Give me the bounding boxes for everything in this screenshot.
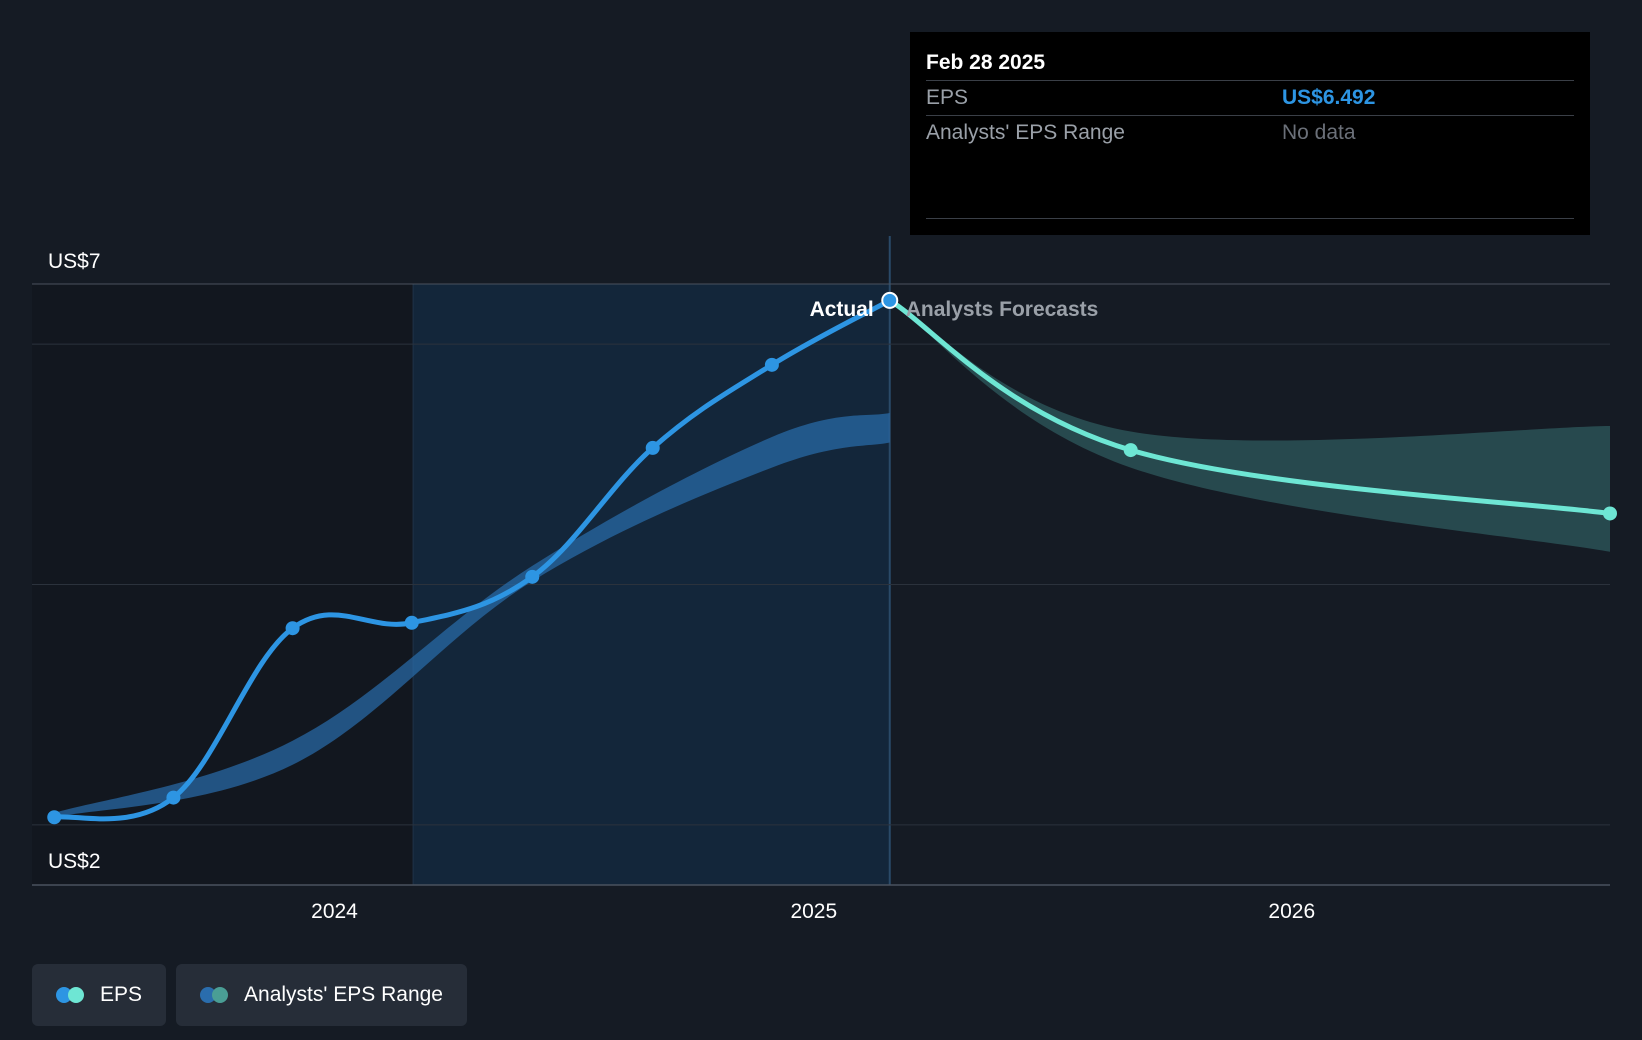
x-tick-label: 2026 — [1268, 900, 1315, 923]
tooltip-range-value: No data — [1282, 121, 1356, 144]
actual-eps-point — [404, 615, 419, 630]
hover-tooltip: Feb 28 2025 EPS US$6.492 Analysts' EPS R… — [910, 32, 1590, 235]
legend-item-eps[interactable]: EPS — [32, 964, 167, 1026]
actual-eps-point — [166, 790, 181, 805]
forecast-eps-point — [1603, 506, 1617, 521]
x-tick-label: 2025 — [790, 900, 837, 923]
y-tick-label: US$2 — [48, 850, 101, 873]
actual-eps-point — [764, 357, 779, 372]
actual-label: Actual — [810, 298, 874, 321]
forecast-eps-line — [887, 297, 1613, 516]
actual-eps-point — [645, 440, 660, 455]
forecast-label: Analysts Forecasts — [906, 298, 1099, 321]
range-legend-icon — [200, 986, 232, 1004]
eps-legend-icon — [56, 986, 88, 1004]
actual-eps-point — [881, 291, 899, 309]
forecast-eps-point — [1123, 443, 1138, 458]
tooltip-row-range: Analysts' EPS Range No data — [926, 116, 1574, 150]
actual-eps-range-band — [54, 412, 890, 818]
legend-item-range[interactable]: Analysts' EPS Range — [176, 964, 467, 1026]
y-tick-label: US$7 — [48, 250, 101, 273]
tooltip-eps-value: US$6.492 — [1282, 86, 1376, 109]
tooltip-divider — [926, 218, 1574, 219]
tooltip-eps-label: EPS — [926, 86, 969, 109]
actual-eps-line — [51, 297, 893, 822]
actual-eps-point — [525, 569, 540, 584]
tooltip-row-eps: EPS US$6.492 — [926, 81, 1574, 116]
actual-eps-point — [285, 621, 300, 636]
x-tick-label: 2024 — [311, 900, 358, 923]
legend-label-range: Analysts' EPS Range — [244, 983, 443, 1006]
chart-legend: EPS Analysts' EPS Range — [32, 964, 467, 1026]
tooltip-range-label: Analysts' EPS Range — [926, 121, 1125, 144]
legend-label-eps: EPS — [100, 983, 143, 1006]
forecast-eps-range-band — [889, 300, 1610, 552]
actual-eps-point — [47, 810, 62, 825]
tooltip-date: Feb 28 2025 — [926, 46, 1574, 81]
